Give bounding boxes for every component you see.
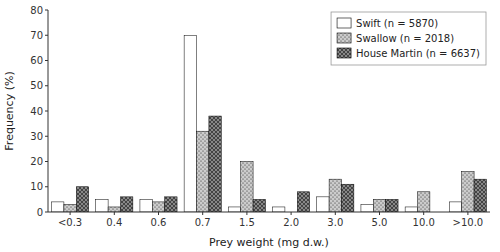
x-tick: [158, 212, 159, 215]
y-tick: [45, 161, 48, 162]
x-tick-label: 0.4: [106, 217, 122, 228]
y-tick-label: 30: [30, 131, 43, 142]
legend-label: Swallow (n = 2018): [356, 33, 454, 44]
y-tick: [45, 186, 48, 187]
x-axis-label: Prey weight (mg d.w.): [209, 236, 329, 249]
bar: [474, 179, 486, 212]
x-tick: [467, 212, 468, 215]
bar: [449, 202, 461, 212]
bar: [297, 192, 309, 212]
legend-swatch: [337, 18, 351, 28]
chart: 0 10 20 30 40 50 60 70 80 <0.3 0.4 0.6 0.7 1.5 2.0 3.0 5…: [0, 0, 500, 252]
bar: [418, 192, 430, 212]
bar: [197, 131, 209, 212]
x-tick: [246, 212, 247, 215]
legend-swatch: [337, 48, 351, 58]
x-tick: [70, 212, 71, 215]
x-tick-label: 10.0: [413, 217, 435, 228]
x-tick: [335, 212, 336, 215]
bar: [405, 207, 417, 212]
x-tick-label: >10.0: [453, 217, 484, 228]
y-tick-label: 60: [30, 55, 43, 66]
bar: [52, 202, 64, 212]
bar: [228, 207, 240, 212]
y-tick-label: 80: [30, 5, 43, 16]
bar: [120, 197, 132, 212]
y-tick-label: 50: [30, 80, 43, 91]
legend-label: House Martin (n = 6637): [356, 48, 480, 59]
x-tick: [379, 212, 380, 215]
bar: [96, 199, 108, 212]
x-tick: [423, 212, 424, 215]
x-tick-label: <0.3: [58, 217, 82, 228]
bar: [184, 35, 196, 212]
bar: [361, 204, 373, 212]
y-tick: [45, 212, 48, 213]
bar: [273, 207, 285, 212]
bar: [386, 199, 398, 212]
bar: [140, 199, 152, 212]
x-tick-label: 2.0: [283, 217, 299, 228]
y-tick: [45, 85, 48, 86]
x-tick: [291, 212, 292, 215]
bar: [341, 184, 353, 212]
y-tick: [45, 35, 48, 36]
x-tick-label: 5.0: [372, 217, 388, 228]
y-tick: [45, 136, 48, 137]
bar: [209, 116, 221, 212]
y-tick-label: 10: [30, 181, 43, 192]
x-tick-label: 0.6: [151, 217, 167, 228]
y-tick-label: 20: [30, 156, 43, 167]
legend-label: Swift (n = 5870): [356, 18, 438, 29]
bar: [373, 199, 385, 212]
y-tick-label: 70: [30, 30, 43, 41]
legend: Swift (n = 5870) Swallow (n = 2018) House …: [331, 12, 486, 65]
x-tick: [114, 212, 115, 215]
bar: [108, 207, 120, 212]
bar: [241, 162, 253, 213]
x-tick-label: 1.5: [239, 217, 255, 228]
bar: [152, 202, 164, 212]
bar: [64, 204, 76, 212]
bar: [165, 197, 177, 212]
legend-frame: [331, 12, 486, 65]
x-tick: [202, 212, 203, 215]
x-tick-label: 0.7: [195, 217, 211, 228]
bar: [462, 172, 474, 212]
y-tick-label: 0: [37, 207, 43, 218]
bar: [317, 197, 329, 212]
legend-swatch: [337, 33, 351, 43]
y-tick: [45, 111, 48, 112]
y-tick: [45, 10, 48, 11]
x-tick-label: 3.0: [327, 217, 343, 228]
y-tick: [45, 60, 48, 61]
bar: [76, 187, 88, 212]
y-axis-label: Frequency (%): [3, 71, 16, 150]
y-tick-label: 40: [30, 106, 43, 117]
bar: [253, 199, 265, 212]
bar: [329, 179, 341, 212]
